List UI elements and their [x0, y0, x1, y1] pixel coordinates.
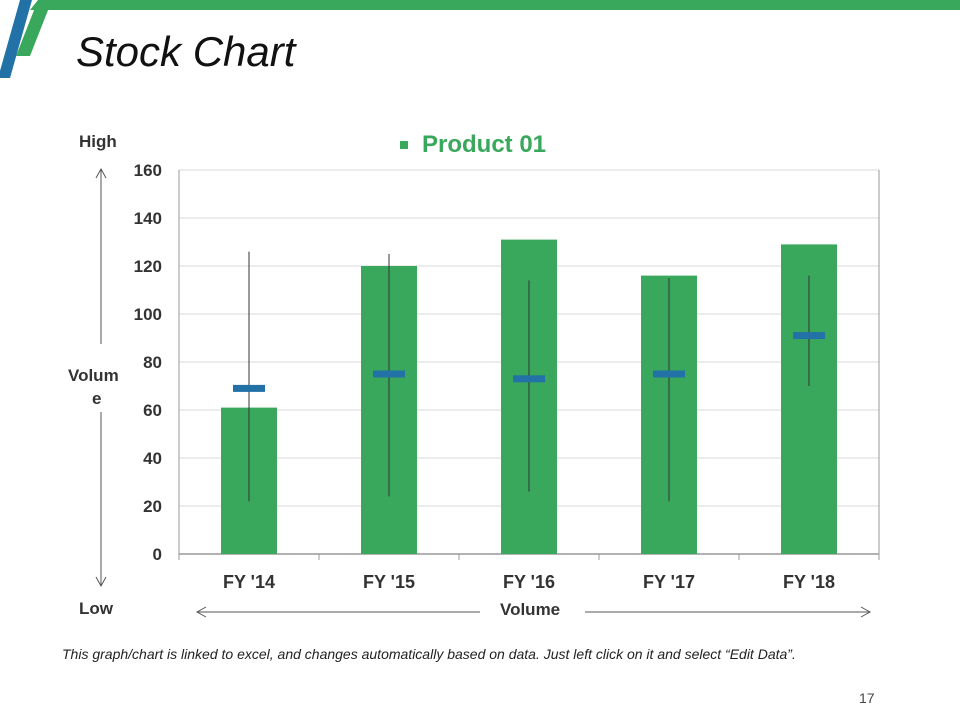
page-number: 17: [859, 690, 875, 706]
y-tick-label: 140: [134, 209, 162, 228]
header-green-bar: [30, 0, 960, 10]
x-tick-label: FY '14: [223, 572, 275, 592]
y-tick-label: 120: [134, 257, 162, 276]
arrow-right-head: [860, 606, 872, 618]
footnote: This graph/chart is linked to excel, and…: [62, 646, 796, 662]
arrow-down-head: [95, 576, 107, 588]
axis-arrows: [95, 167, 872, 618]
high-label: High: [79, 132, 117, 151]
arrow-up-head: [95, 167, 107, 179]
y-tick-label: 20: [143, 497, 162, 516]
y-tick-label: 160: [134, 161, 162, 180]
low-label: Low: [79, 599, 113, 618]
chart-legend: Product 01: [400, 131, 546, 159]
header-blue-stripe: [0, 0, 32, 78]
volume-side-label-line1: Volum: [68, 366, 119, 385]
volume-side-label-line2: e: [92, 389, 102, 408]
legend-marker: [400, 141, 408, 149]
y-tick-labels: 0 20 40 60 80 100 120 140 160: [134, 161, 162, 564]
y-tick-label: 0: [153, 545, 162, 564]
y-tick-label: 60: [143, 401, 162, 420]
y-tick-label: 80: [143, 353, 162, 372]
close-markers: [233, 332, 825, 392]
volume-bars: [221, 239, 837, 554]
x-tick-labels: FY '14 FY '15 FY '16 FY '17 FY '18: [223, 572, 835, 592]
close-marker: [793, 332, 825, 340]
header-decoration: [0, 0, 960, 78]
high-low-whiskers: [248, 251, 810, 502]
close-marker: [233, 384, 265, 392]
x-tick-label: FY '18: [783, 572, 835, 592]
close-marker: [373, 370, 405, 378]
x-tick-label: FY '15: [363, 572, 415, 592]
slide-title: Stock Chart: [76, 28, 296, 75]
y-tick-label: 40: [143, 449, 162, 468]
x-tick-label: FY '17: [643, 572, 695, 592]
close-marker: [653, 370, 685, 378]
legend-label: Product 01: [422, 131, 547, 158]
arrow-left-head: [195, 606, 207, 618]
x-axis-title: Volume: [500, 600, 561, 619]
x-tick-label: FY '16: [503, 572, 555, 592]
header-green-stripe: [16, 0, 52, 56]
close-marker: [513, 375, 545, 383]
y-tick-label: 100: [134, 305, 162, 324]
